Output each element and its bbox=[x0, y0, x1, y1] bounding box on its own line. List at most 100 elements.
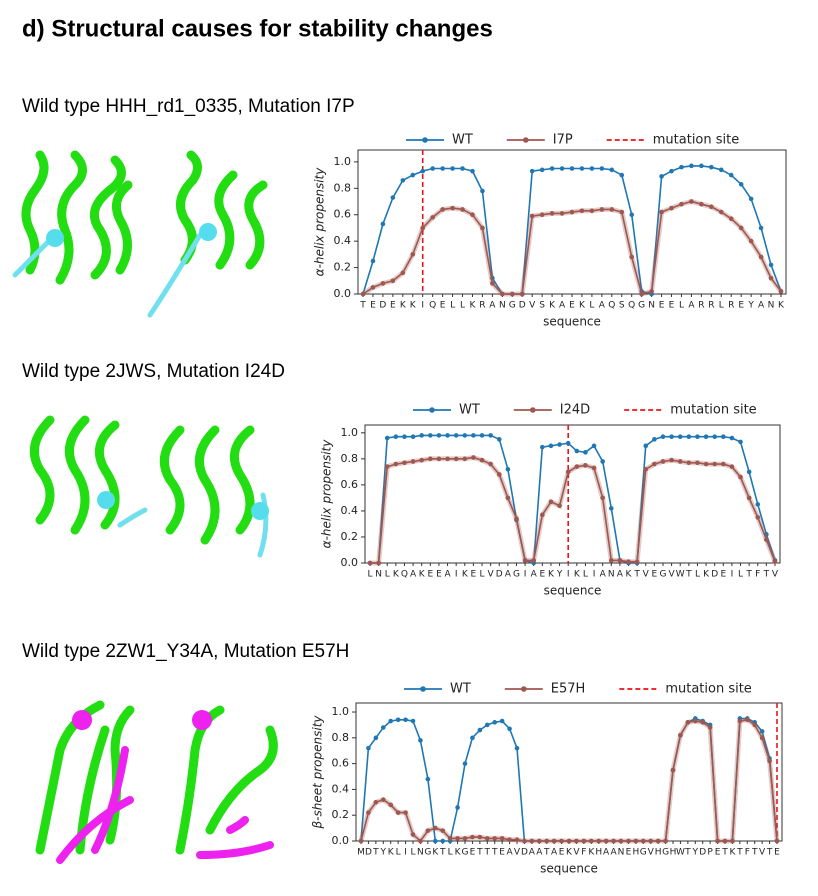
data-point bbox=[432, 838, 438, 844]
data-point bbox=[737, 718, 743, 724]
x-tick-label: V bbox=[648, 848, 655, 858]
x-tick-label: A bbox=[505, 570, 512, 580]
data-point bbox=[729, 464, 735, 469]
y-tick-label: 0.2 bbox=[341, 530, 359, 543]
x-tick-label: L bbox=[385, 570, 390, 580]
data-point bbox=[759, 735, 765, 741]
data-point bbox=[540, 512, 545, 518]
legend-label: I7P bbox=[553, 133, 573, 148]
data-point bbox=[744, 717, 750, 723]
x-tick-label: N bbox=[417, 848, 424, 858]
legend-label: I24D bbox=[560, 403, 590, 418]
data-point bbox=[591, 443, 597, 449]
x-tick-label: D bbox=[521, 848, 528, 858]
x-tick-label: A bbox=[529, 848, 536, 858]
data-point bbox=[559, 166, 565, 171]
data-point bbox=[432, 825, 438, 831]
x-tick-label: L bbox=[448, 848, 453, 858]
data-point bbox=[522, 838, 527, 844]
x-tick-label: E bbox=[774, 848, 780, 858]
y-tick-label: 0.0 bbox=[332, 834, 350, 847]
x-tick-label: E bbox=[569, 301, 575, 311]
data-point bbox=[436, 433, 442, 438]
x-tick-label: A bbox=[599, 301, 606, 311]
data-point bbox=[548, 499, 554, 505]
x-tick-label: N bbox=[648, 301, 655, 311]
y-tick-label: 0.2 bbox=[332, 808, 350, 821]
x-tick-label: F bbox=[745, 848, 750, 858]
x-tick-label: D bbox=[496, 570, 503, 580]
data-point bbox=[384, 435, 390, 441]
data-point bbox=[703, 434, 709, 440]
x-tick-label: F bbox=[581, 848, 586, 858]
data-point bbox=[507, 726, 512, 732]
data-point bbox=[728, 172, 734, 178]
data-point bbox=[492, 836, 498, 841]
x-tick-label: G bbox=[640, 848, 647, 858]
data-point bbox=[774, 838, 780, 844]
data-point bbox=[660, 459, 666, 464]
data-point bbox=[677, 434, 683, 440]
x-tick-label: W bbox=[676, 570, 685, 580]
data-point bbox=[669, 205, 674, 211]
x-tick-label: K bbox=[470, 301, 477, 311]
data-point bbox=[477, 834, 483, 840]
x-tick-label: K bbox=[393, 570, 400, 580]
data-point bbox=[373, 800, 379, 805]
data-point bbox=[579, 166, 585, 171]
x-tick-label: T bbox=[745, 570, 752, 580]
y-axis-label: β-sheet propensity bbox=[311, 715, 325, 830]
data-point bbox=[574, 838, 579, 844]
y-tick-label: 0.6 bbox=[334, 208, 352, 221]
data-point bbox=[410, 252, 416, 257]
data-point bbox=[619, 209, 625, 215]
data-point bbox=[410, 832, 416, 837]
data-point bbox=[746, 495, 752, 501]
x-tick-label: I bbox=[455, 570, 458, 580]
x-tick-label: A bbox=[551, 848, 558, 858]
data-point bbox=[453, 433, 459, 438]
x-tick-label: K bbox=[579, 301, 586, 311]
legend-marker bbox=[520, 686, 527, 692]
y-tick-label: 0.4 bbox=[334, 234, 352, 247]
x-tick-label: T bbox=[372, 848, 379, 858]
data-point bbox=[655, 838, 661, 844]
x-tick-label: T bbox=[491, 848, 498, 858]
data-point bbox=[366, 810, 371, 815]
x-tick-label: G bbox=[509, 301, 516, 311]
data-point bbox=[410, 434, 416, 440]
data-point bbox=[477, 727, 483, 733]
data-point bbox=[505, 495, 511, 501]
x-tick-label: G bbox=[659, 570, 666, 580]
x-tick-label: L bbox=[583, 570, 588, 580]
data-point bbox=[450, 205, 455, 211]
data-point bbox=[603, 838, 609, 844]
data-point bbox=[608, 558, 614, 563]
data-point bbox=[583, 450, 588, 455]
data-point bbox=[596, 838, 602, 844]
x-tick-label: E bbox=[659, 301, 665, 311]
x-tick-label: I bbox=[404, 848, 407, 858]
x-tick-label: E bbox=[559, 848, 565, 858]
data-point bbox=[663, 838, 668, 844]
x-tick-label: A bbox=[610, 848, 617, 858]
data-point bbox=[549, 166, 555, 171]
x-tick-label: T bbox=[684, 848, 691, 858]
legend-label: WT bbox=[450, 682, 471, 697]
data-point bbox=[548, 443, 554, 449]
data-point bbox=[669, 168, 674, 174]
data-point bbox=[589, 166, 595, 171]
data-point bbox=[565, 440, 571, 446]
series-line bbox=[362, 165, 782, 296]
data-point bbox=[640, 838, 646, 844]
data-point bbox=[419, 457, 425, 463]
data-point bbox=[373, 735, 379, 741]
x-tick-label: E bbox=[427, 570, 433, 580]
data-point bbox=[581, 838, 587, 844]
x-tick-label: K bbox=[703, 570, 710, 580]
data-point bbox=[767, 758, 772, 764]
y-tick-label: 1.0 bbox=[334, 155, 352, 168]
data-point bbox=[358, 838, 364, 844]
data-point bbox=[738, 225, 744, 231]
data-point bbox=[652, 461, 657, 467]
